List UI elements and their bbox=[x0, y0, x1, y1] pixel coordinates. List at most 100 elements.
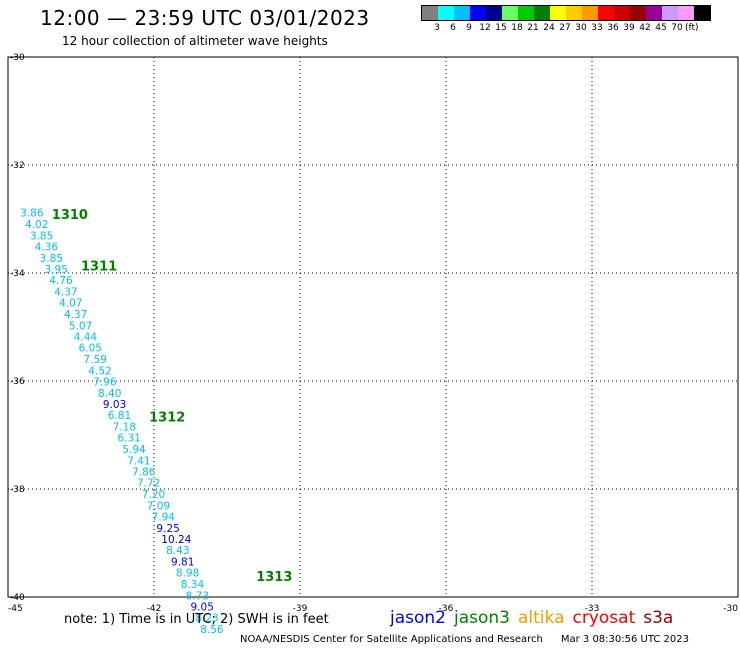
map-frame bbox=[7, 56, 739, 598]
legend-swatch-13 bbox=[630, 6, 646, 20]
wave-height-value: 3.86 bbox=[20, 207, 44, 219]
x-tick-label-0: -45 bbox=[8, 604, 23, 614]
wave-height-value: 8.98 bbox=[176, 567, 199, 579]
pass-number-label: 1312 bbox=[149, 411, 185, 426]
wave-height-value: 8.34 bbox=[181, 579, 205, 591]
legend-label-13: 42 bbox=[639, 23, 651, 33]
legend-label-1: 6 bbox=[450, 23, 456, 33]
legend-swatch-4 bbox=[486, 6, 502, 20]
color-scale-legend: 3 6 9 12 15 18 21 24 27 30 33 36 39 42 45 70 (ft) bbox=[421, 5, 711, 33]
satellite-label-altika: altika bbox=[518, 608, 565, 628]
legend-swatch-0 bbox=[422, 6, 438, 20]
wave-height-value: 10.24 bbox=[161, 534, 191, 546]
pass-number-label: 1310 bbox=[52, 208, 88, 223]
legend-swatch-3 bbox=[470, 6, 486, 20]
wave-height-value: 4.37 bbox=[64, 309, 87, 321]
color-scale-swatches bbox=[421, 5, 711, 21]
legend-swatch-7 bbox=[534, 6, 550, 20]
wave-height-value: 9.25 bbox=[156, 523, 179, 535]
wave-height-value: 4.37 bbox=[54, 287, 77, 299]
legend-swatch-8 bbox=[550, 6, 566, 20]
wave-height-value: 9.05 bbox=[191, 602, 214, 614]
legend-swatch-11 bbox=[598, 6, 614, 20]
pass-number-label: 1313 bbox=[256, 570, 292, 585]
wave-height-value: 9.81 bbox=[171, 557, 194, 569]
wave-height-value: 4.44 bbox=[74, 332, 98, 344]
y-tick-label-2: -34 bbox=[10, 269, 25, 279]
y-tick-label-0: -30 bbox=[10, 53, 25, 63]
axis-tick-labels: -45 -42 -39 -36 -33 -30 -30 -32 -34 -36 -38 -40 bbox=[8, 53, 738, 614]
legend-label-7: 24 bbox=[543, 23, 555, 33]
pass-labels: 1310 1311 1312 1313 bbox=[52, 208, 293, 585]
legend-label-9: 30 bbox=[575, 23, 587, 33]
x-tick-label-1: -42 bbox=[147, 604, 162, 614]
x-tick-label-4: -33 bbox=[585, 604, 600, 614]
wave-height-value: 9.03 bbox=[103, 399, 126, 411]
map-subtitle: 12 hour collection of altimeter wave hei… bbox=[62, 34, 328, 48]
satellite-label-jason3: jason3 bbox=[454, 608, 510, 628]
satellite-label-s3a: s3a bbox=[643, 608, 674, 628]
wave-height-value: 7.20 bbox=[142, 489, 165, 501]
y-tick-label-4: -38 bbox=[10, 485, 25, 495]
legend-swatch-17 bbox=[694, 6, 710, 20]
legend-label-14: 45 bbox=[655, 23, 667, 33]
wave-height-value: 4.02 bbox=[25, 219, 48, 231]
legend-label-15: 70 bbox=[671, 23, 683, 33]
legend-label-8: 27 bbox=[559, 23, 571, 33]
legend-swatch-9 bbox=[566, 6, 582, 20]
grid-lines bbox=[8, 57, 738, 597]
legend-label-10: 33 bbox=[591, 23, 603, 33]
legend-swatch-10 bbox=[582, 6, 598, 20]
wave-height-value: 3.95 bbox=[45, 264, 68, 276]
pass-number-label: 1311 bbox=[81, 259, 117, 274]
wave-height-value: 7.41 bbox=[127, 456, 150, 468]
y-tick-label-3: -36 bbox=[10, 377, 25, 387]
wave-height-value: 8.56 bbox=[200, 624, 224, 636]
y-tick-label-5: -40 bbox=[10, 593, 25, 603]
wave-height-value: 8.43 bbox=[166, 545, 189, 557]
wave-height-value: 7.86 bbox=[132, 467, 156, 479]
legend-swatch-6 bbox=[518, 6, 534, 20]
legend-label-2: 9 bbox=[466, 23, 472, 33]
footer-credit: NOAA/NESDIS Center for Satellite Applica… bbox=[240, 634, 689, 645]
legend-swatch-15 bbox=[662, 6, 678, 20]
wave-height-value: 8.73 bbox=[186, 591, 209, 603]
wave-height-points: 3.864.023.854.363.853.954.764.374.074.37… bbox=[20, 207, 224, 636]
satellite-legend: jason2 jason3 altika cryosat s3a bbox=[390, 608, 681, 628]
legend-label-3: 12 bbox=[479, 23, 491, 33]
legend-label-4: 15 bbox=[495, 23, 507, 33]
footer-note: note: 1) Time is in UTC; 2) SWH is in fe… bbox=[64, 612, 329, 627]
color-scale-labels: 3 6 9 12 15 18 21 24 27 30 33 36 39 42 45 70 (ft) bbox=[421, 23, 711, 33]
wave-height-value: 8.40 bbox=[98, 388, 121, 400]
wave-height-value: 6.31 bbox=[118, 432, 141, 444]
wave-height-value: 5.94 bbox=[122, 444, 146, 456]
wave-height-value: 8.23 bbox=[195, 612, 218, 624]
satellite-label-cryosat: cryosat bbox=[572, 608, 636, 628]
wave-height-value: 4.76 bbox=[49, 275, 73, 287]
legend-swatch-1 bbox=[438, 6, 454, 20]
wave-height-value: 7.18 bbox=[113, 422, 136, 434]
wave-height-value: 4.52 bbox=[88, 366, 111, 378]
satellite-label-jason2: jason2 bbox=[390, 608, 446, 628]
legend-label-6: 21 bbox=[527, 23, 539, 33]
legend-label-0: 3 bbox=[434, 23, 440, 33]
wave-height-value: 3.85 bbox=[40, 253, 63, 265]
wave-height-value: 3.85 bbox=[30, 231, 53, 243]
credit-text: NOAA/NESDIS Center for Satellite Applica… bbox=[240, 634, 543, 645]
map-title: 12:00 — 23:59 UTC 03/01/2023 bbox=[40, 6, 370, 30]
wave-height-value: 7.09 bbox=[147, 501, 170, 513]
legend-label-12: 39 bbox=[623, 23, 635, 33]
x-tick-label-2: -39 bbox=[293, 604, 308, 614]
wave-height-value: 7.72 bbox=[137, 477, 160, 489]
wave-height-value: 7.94 bbox=[152, 511, 176, 523]
wave-height-value: 6.05 bbox=[79, 342, 102, 354]
legend-label-11: 36 bbox=[607, 23, 619, 33]
wave-height-value: 7.96 bbox=[93, 376, 117, 388]
generation-timestamp: Mar 3 08:30:56 UTC 2023 bbox=[560, 634, 689, 645]
legend-swatch-12 bbox=[614, 6, 630, 20]
x-tick-label-3: -36 bbox=[439, 604, 454, 614]
legend-swatch-5 bbox=[502, 6, 518, 20]
legend-swatch-16 bbox=[678, 6, 694, 20]
legend-swatch-2 bbox=[454, 6, 470, 20]
